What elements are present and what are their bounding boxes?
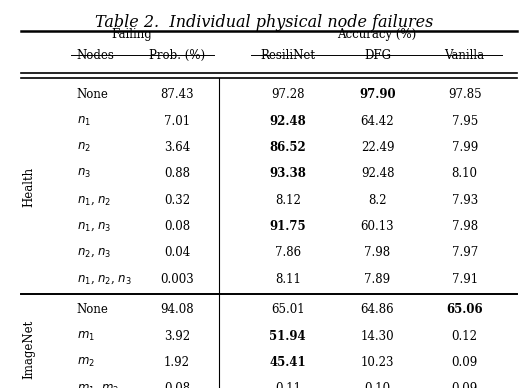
Text: Nodes: Nodes [77, 49, 115, 62]
Text: 97.85: 97.85 [448, 88, 482, 101]
Text: 7.98: 7.98 [451, 220, 478, 233]
Text: 7.97: 7.97 [451, 246, 478, 260]
Text: 64.42: 64.42 [361, 114, 394, 128]
Text: 0.09: 0.09 [451, 356, 478, 369]
Text: $m_{1}$: $m_{1}$ [77, 329, 95, 343]
Text: 7.99: 7.99 [451, 141, 478, 154]
Text: 65.06: 65.06 [446, 303, 483, 316]
Text: 0.10: 0.10 [364, 382, 391, 388]
Text: Failing: Failing [111, 28, 153, 41]
Text: 7.89: 7.89 [364, 273, 391, 286]
Text: 0.32: 0.32 [164, 194, 190, 207]
Text: 87.43: 87.43 [160, 88, 194, 101]
Text: 0.09: 0.09 [451, 382, 478, 388]
Text: $n_{3}$: $n_{3}$ [77, 167, 90, 180]
Text: $n_{1}$: $n_{1}$ [77, 114, 90, 128]
Text: $n_{1}$, $n_{3}$: $n_{1}$, $n_{3}$ [77, 220, 111, 233]
Text: 7.95: 7.95 [451, 114, 478, 128]
Text: 3.92: 3.92 [164, 329, 190, 343]
Text: 8.10: 8.10 [451, 167, 478, 180]
Text: DFG: DFG [364, 49, 391, 62]
Text: Health: Health [23, 167, 35, 207]
Text: 65.01: 65.01 [271, 303, 305, 316]
Text: None: None [77, 88, 108, 101]
Text: $n_{1}$, $n_{2}$: $n_{1}$, $n_{2}$ [77, 194, 111, 207]
Text: 10.23: 10.23 [361, 356, 394, 369]
Text: 0.003: 0.003 [160, 273, 194, 286]
Text: $n_{2}$, $n_{3}$: $n_{2}$, $n_{3}$ [77, 246, 111, 260]
Text: 8.2: 8.2 [368, 194, 387, 207]
Text: 51.94: 51.94 [269, 329, 306, 343]
Text: ImageNet: ImageNet [23, 320, 35, 379]
Text: 0.12: 0.12 [451, 329, 478, 343]
Text: 97.28: 97.28 [271, 88, 305, 101]
Text: 0.04: 0.04 [164, 246, 190, 260]
Text: 7.01: 7.01 [164, 114, 190, 128]
Text: 8.11: 8.11 [275, 273, 301, 286]
Text: Accuracy (%): Accuracy (%) [336, 28, 416, 41]
Text: 7.98: 7.98 [364, 246, 391, 260]
Text: 60.13: 60.13 [361, 220, 394, 233]
Text: 7.86: 7.86 [275, 246, 301, 260]
Text: 0.88: 0.88 [164, 167, 190, 180]
Text: $n_{2}$: $n_{2}$ [77, 141, 90, 154]
Text: $n_{1}$, $n_{2}$, $n_{3}$: $n_{1}$, $n_{2}$, $n_{3}$ [77, 273, 131, 286]
Text: 0.11: 0.11 [275, 382, 301, 388]
Text: 7.91: 7.91 [451, 273, 478, 286]
Text: 14.30: 14.30 [361, 329, 394, 343]
Text: None: None [77, 303, 108, 316]
Text: 7.93: 7.93 [451, 194, 478, 207]
Text: 92.48: 92.48 [269, 114, 306, 128]
Text: 8.12: 8.12 [275, 194, 301, 207]
Text: 1.92: 1.92 [164, 356, 190, 369]
Text: 3.64: 3.64 [164, 141, 190, 154]
Text: 45.41: 45.41 [269, 356, 306, 369]
Text: 92.48: 92.48 [361, 167, 394, 180]
Text: Vanilla: Vanilla [445, 49, 485, 62]
Text: ResiliNet: ResiliNet [260, 49, 315, 62]
Text: $m_{2}$: $m_{2}$ [77, 356, 95, 369]
Text: 22.49: 22.49 [361, 141, 394, 154]
Text: 93.38: 93.38 [269, 167, 306, 180]
Text: 0.08: 0.08 [164, 382, 190, 388]
Text: 64.86: 64.86 [361, 303, 394, 316]
Text: 86.52: 86.52 [269, 141, 306, 154]
Text: Prob. (%): Prob. (%) [149, 49, 205, 62]
Text: 94.08: 94.08 [160, 303, 194, 316]
Text: 97.90: 97.90 [359, 88, 396, 101]
Text: 0.08: 0.08 [164, 220, 190, 233]
Text: $m_{1}$, $m_{2}$: $m_{1}$, $m_{2}$ [77, 382, 119, 388]
Text: 91.75: 91.75 [269, 220, 306, 233]
Text: Table 2.  Individual physical node failures: Table 2. Individual physical node failur… [95, 14, 433, 31]
